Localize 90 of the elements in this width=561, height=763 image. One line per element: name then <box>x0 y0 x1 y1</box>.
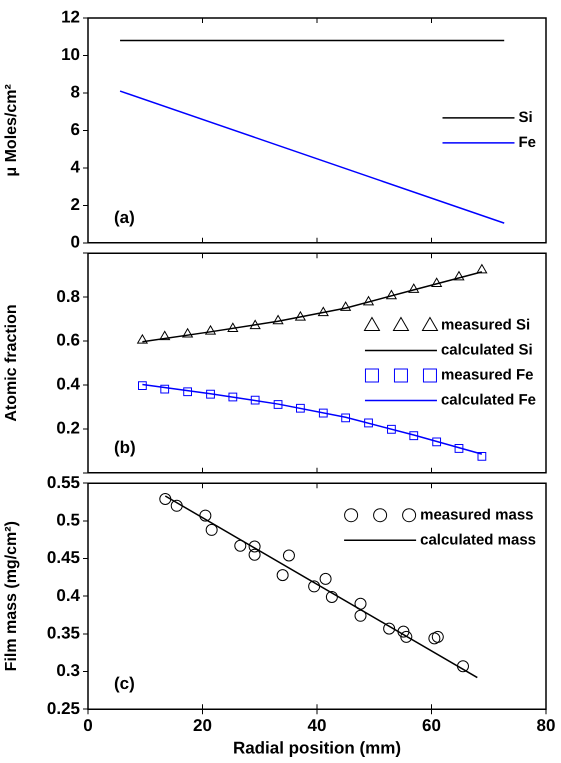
point <box>183 387 192 396</box>
x-tick-label: 0 <box>83 716 93 736</box>
point <box>383 622 396 635</box>
point <box>228 392 238 402</box>
point <box>282 550 295 562</box>
y-tick-label: 6 <box>70 120 80 140</box>
point <box>400 630 412 643</box>
legend-label: measured Fe <box>440 366 534 384</box>
y-tick-label: 0.35 <box>46 624 80 643</box>
point <box>234 540 246 552</box>
y-tick-label: 0.45 <box>46 548 80 568</box>
point <box>363 296 374 306</box>
point <box>137 334 148 344</box>
y-tick-label: 2 <box>70 195 80 214</box>
point <box>199 510 212 522</box>
legend-label: measured Si <box>440 316 530 334</box>
legend-label: Fe <box>518 134 536 152</box>
y-tick-label: 0.3 <box>56 661 80 680</box>
point <box>454 444 464 453</box>
legend-label: calculated mass <box>420 531 536 548</box>
point <box>386 290 397 300</box>
point <box>364 418 373 428</box>
point <box>318 408 328 418</box>
y-tick-label: 4 <box>70 158 81 177</box>
point <box>206 390 215 399</box>
annotation: (b) <box>114 438 136 457</box>
point <box>340 302 351 311</box>
point <box>428 632 440 644</box>
y-axis-title: Film mass (mg/cm²) <box>3 521 20 672</box>
point <box>170 500 183 512</box>
point <box>138 381 147 390</box>
point <box>397 626 410 638</box>
x-tick-label: 60 <box>422 716 441 736</box>
point <box>354 598 367 610</box>
y-tick-label: 0.55 <box>46 472 80 492</box>
y-axis-title: μ Moles/cm² <box>3 84 20 177</box>
point <box>454 271 464 280</box>
point <box>159 493 172 506</box>
point <box>272 315 284 324</box>
y-tick-label: 10 <box>61 45 80 64</box>
point <box>295 311 306 321</box>
y-tick-label: 0.25 <box>46 698 80 718</box>
y-tick-label: 12 <box>61 8 80 27</box>
point <box>205 325 216 335</box>
legend-label: calculated Fe <box>440 392 536 409</box>
point <box>432 630 444 643</box>
point <box>250 396 260 404</box>
point <box>456 660 469 672</box>
y-tick-label: 0.4 <box>56 586 81 605</box>
point <box>296 404 305 413</box>
point <box>206 524 218 536</box>
point <box>326 590 338 603</box>
point <box>228 322 238 332</box>
annotation: (a) <box>114 208 135 227</box>
point <box>274 400 282 409</box>
legend-label: calculated Si <box>440 342 533 359</box>
point <box>160 384 170 394</box>
x-axis-title: Radial position (mm) <box>232 738 402 758</box>
y-tick-label: 0.8 <box>56 286 80 306</box>
point <box>477 452 486 461</box>
point <box>431 278 442 287</box>
point <box>318 306 329 316</box>
point <box>250 320 260 330</box>
point <box>248 548 261 561</box>
y-tick-label: 0 <box>70 232 80 252</box>
point <box>248 540 261 552</box>
y-tick-label: 0.5 <box>56 510 80 530</box>
legend-label: measured mass <box>420 506 534 524</box>
point <box>341 414 350 422</box>
y-tick-label: 0.4 <box>56 374 81 394</box>
x-tick-label: 20 <box>193 716 212 736</box>
y-tick-label: 0.2 <box>56 418 80 438</box>
x-tick-label: 40 <box>308 716 326 736</box>
legend-label: Si <box>518 109 533 126</box>
point <box>182 328 193 338</box>
point <box>276 569 289 582</box>
point <box>387 424 396 434</box>
point <box>354 610 367 622</box>
y-tick-label: 0.6 <box>56 330 80 350</box>
point <box>432 437 442 446</box>
point <box>320 572 332 585</box>
x-tick-label: 80 <box>536 716 556 736</box>
annotation: (c) <box>114 674 135 694</box>
point <box>476 264 488 274</box>
y-tick-label: 8 <box>70 82 80 102</box>
point <box>159 330 170 340</box>
point <box>308 580 320 592</box>
point <box>409 431 418 440</box>
point <box>408 284 420 293</box>
y-axis-title: Atomic fraction <box>3 304 20 422</box>
